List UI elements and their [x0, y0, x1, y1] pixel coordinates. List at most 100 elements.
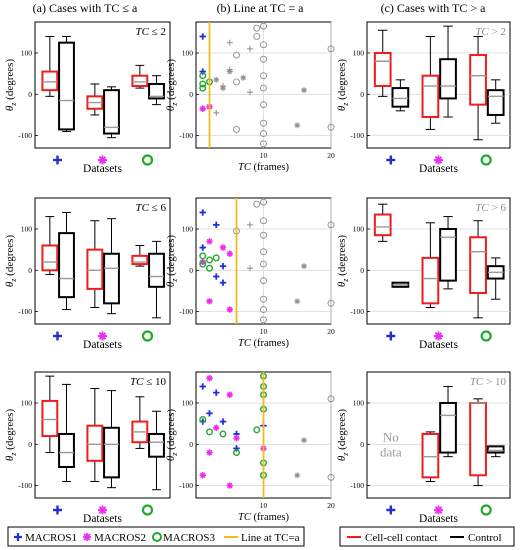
marker-star-stroke — [301, 437, 307, 443]
annotation-symbol: TC — [135, 26, 149, 38]
marker-star-stroke — [301, 263, 307, 269]
box-body — [148, 252, 165, 288]
y-axis-label-symbol: θ — [165, 455, 177, 461]
legend-macros2-icon — [83, 533, 91, 541]
box-body — [439, 401, 457, 454]
box-body — [486, 445, 505, 454]
marker-star-stroke — [434, 332, 443, 340]
marker-circle — [260, 198, 267, 206]
box-control-2 — [439, 385, 457, 458]
series-macros1 — [199, 209, 227, 286]
box-control-1 — [58, 383, 75, 482]
marker-circle — [219, 430, 227, 438]
marker-circle — [480, 154, 492, 166]
y-axis-label-subscript: z — [341, 278, 350, 283]
x-icon-macros3 — [480, 330, 492, 342]
marker-star-stroke — [226, 391, 233, 398]
marker-star-stroke — [206, 298, 213, 305]
y-axis-label-subscript: z — [9, 278, 18, 283]
x-axis-label: TC (frames) — [238, 512, 290, 523]
box-body — [439, 227, 457, 282]
y-tick-label: 100 — [353, 48, 365, 57]
y-axis-label-symbol: θ — [4, 105, 16, 111]
y-axis-label-unit: (degrees) — [336, 59, 348, 103]
marker-star-stroke — [434, 506, 443, 514]
marker-circle — [260, 306, 267, 313]
marker-circle — [327, 221, 335, 229]
x-tick-label: 20 — [327, 151, 335, 160]
marker-star-stroke — [98, 156, 107, 164]
marker-star-stroke — [240, 75, 246, 81]
x-tick-label: 10 — [260, 501, 268, 510]
annotation-value: ≤ 2 — [149, 26, 166, 38]
box-body — [469, 401, 487, 477]
box-cell-cell-contact-3 — [469, 398, 487, 487]
x-axis-label: Datasets — [419, 163, 458, 175]
marker-circle — [260, 316, 267, 324]
box-body — [41, 70, 59, 92]
series-gray-plus — [247, 221, 253, 272]
legend-macros1-label: MACROS1 — [25, 532, 77, 544]
marker-circle — [260, 277, 267, 285]
marker-circle — [260, 130, 267, 137]
box-cell-cell-contact-1 — [373, 203, 392, 242]
marker-circle — [260, 248, 267, 256]
y-tick-label: 0 — [189, 90, 193, 99]
y-tick-label: -100 — [179, 307, 193, 316]
legend-left: MACROS1 MACROS2 MACROS3 Line at TC=a — [7, 526, 305, 547]
marker-star-stroke — [220, 244, 226, 251]
marker-circle — [253, 426, 261, 434]
panel-annotation: TC ≤ 2 — [135, 26, 166, 38]
y-tick-label: 0 — [360, 440, 364, 449]
box-control-2 — [103, 86, 120, 139]
panel-annotation: TC ≤ 10 — [130, 376, 167, 388]
y-tick-label: 100 — [182, 398, 194, 407]
legend-macros2-label: MACROS2 — [94, 532, 146, 544]
annotation-value: > 2 — [489, 26, 506, 38]
marker-circle — [327, 473, 335, 481]
x-axis-label: Datasets — [83, 513, 122, 525]
y-axis-label-unit: (degrees) — [165, 59, 177, 103]
y-axis-label-unit: (degrees) — [4, 235, 16, 279]
marker-circle — [205, 428, 213, 436]
y-axis-label: θz (degrees) — [4, 59, 18, 112]
marker-star-stroke — [227, 69, 233, 75]
x-tick-label: 20 — [327, 327, 335, 336]
box-body — [486, 89, 505, 116]
legend-left-frame — [7, 526, 305, 547]
annotation-symbol: TC — [475, 202, 489, 214]
x-icon-macros3 — [480, 154, 492, 166]
box-cell-cell-contact-2 — [421, 35, 440, 130]
marker-star-stroke — [434, 156, 443, 164]
panel-b2: -100 0 100 10 20 TC (frames) θz (degrees) — [165, 197, 335, 349]
column-title-a: (a) Cases with TC ≤ a — [33, 1, 138, 15]
box-body — [58, 432, 75, 469]
marker-circle — [260, 140, 267, 148]
x-icon-macros1 — [386, 331, 396, 341]
box-cell-cell-contact-3 — [469, 35, 487, 141]
annotation-symbol: TC — [470, 376, 484, 388]
y-axis-label-unit: (degrees) — [4, 59, 16, 103]
y-axis-label-symbol: θ — [4, 281, 16, 287]
marker-circle — [260, 55, 267, 63]
box-body — [103, 89, 120, 135]
box-control-2 — [103, 390, 120, 489]
box-body — [421, 256, 440, 305]
box-body — [148, 432, 165, 458]
y-axis-label-subscript: z — [341, 452, 350, 457]
box-cell-cell-contact-1 — [41, 35, 59, 97]
x-axis-label-symbol: TC — [238, 512, 252, 523]
panel-c3: -100 0 100 Datasets θz (degrees) TC > 10 No dat… — [336, 371, 511, 525]
panel-annotation: TC > 10 — [470, 376, 507, 388]
marker-circle — [233, 78, 240, 86]
series-macros2 — [199, 238, 233, 313]
box-control-1 — [391, 79, 410, 112]
y-axis-label: θz (degrees) — [165, 59, 179, 112]
marker-circle — [199, 416, 207, 424]
x-axis-label: Datasets — [419, 339, 458, 351]
y-axis-label-subscript: z — [9, 452, 18, 457]
y-tick-label: 100 — [182, 48, 194, 57]
box-cell-cell-contact-3 — [131, 396, 149, 449]
marker-circle — [260, 41, 267, 49]
